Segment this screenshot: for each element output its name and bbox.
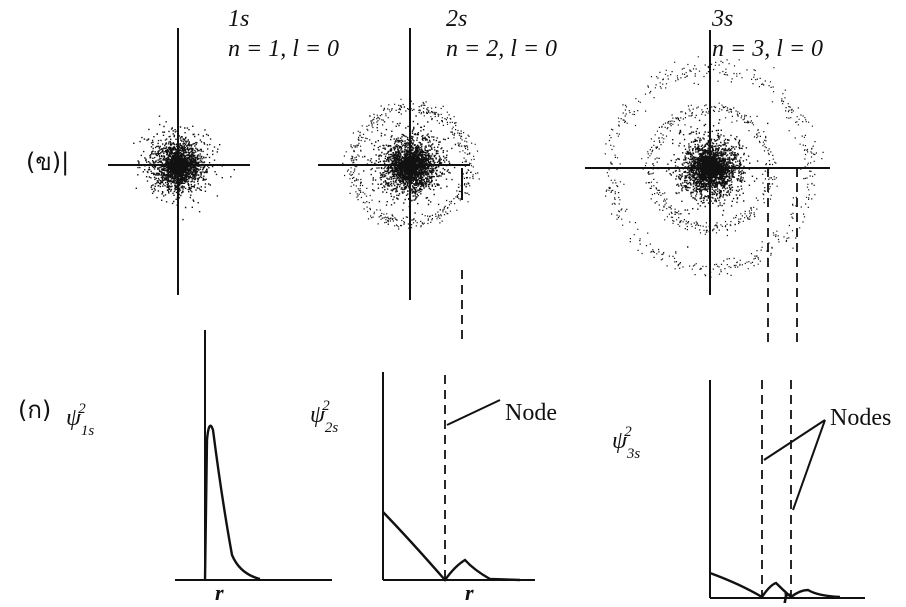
dot-cloud [133,115,235,221]
dot-cloud [359,115,457,219]
symbol: ψ [612,428,628,454]
x-label: r [215,580,224,605]
orbital-name: 3s [711,6,733,32]
y-label: ψ2s 2 [310,398,338,436]
y-label: ψ1s 2 [66,401,94,439]
electron-clouds [133,56,824,278]
orbital-name: 2s [446,6,467,32]
row-label: (ข)| [26,148,69,176]
quantum-numbers: n = 3, l = 0 [712,36,823,62]
annotation: Node [505,400,557,426]
superscript: 2 [322,398,330,414]
annotation: Nodes [830,405,891,431]
subscript: 1s [81,423,95,439]
plot-2s: Node ψ2s 2 r [310,372,557,605]
subscript: 3s [626,446,641,462]
orbital-name: 1s [228,6,249,32]
plot-1s: ψ1s2 r [66,330,332,605]
y-label: ψ3s 2 [612,424,640,462]
quantum-numbers: n = 1, l = 0 [228,36,339,62]
plot-3s: Nodes ψ3s 2 r [612,380,891,607]
x-label: r [465,580,474,605]
subscript: 2s [325,420,339,436]
x-label: r [783,586,791,607]
superscript: 2 [624,424,632,440]
axes [108,28,830,300]
symbol: ψ [310,402,326,428]
row-label: (ก) [18,396,51,424]
connectors [461,168,798,345]
dot-cloud [665,119,769,248]
quantum-numbers: n = 2, l = 0 [446,36,557,62]
superscript: 2 [78,401,86,417]
symbol: ψ [66,405,82,431]
